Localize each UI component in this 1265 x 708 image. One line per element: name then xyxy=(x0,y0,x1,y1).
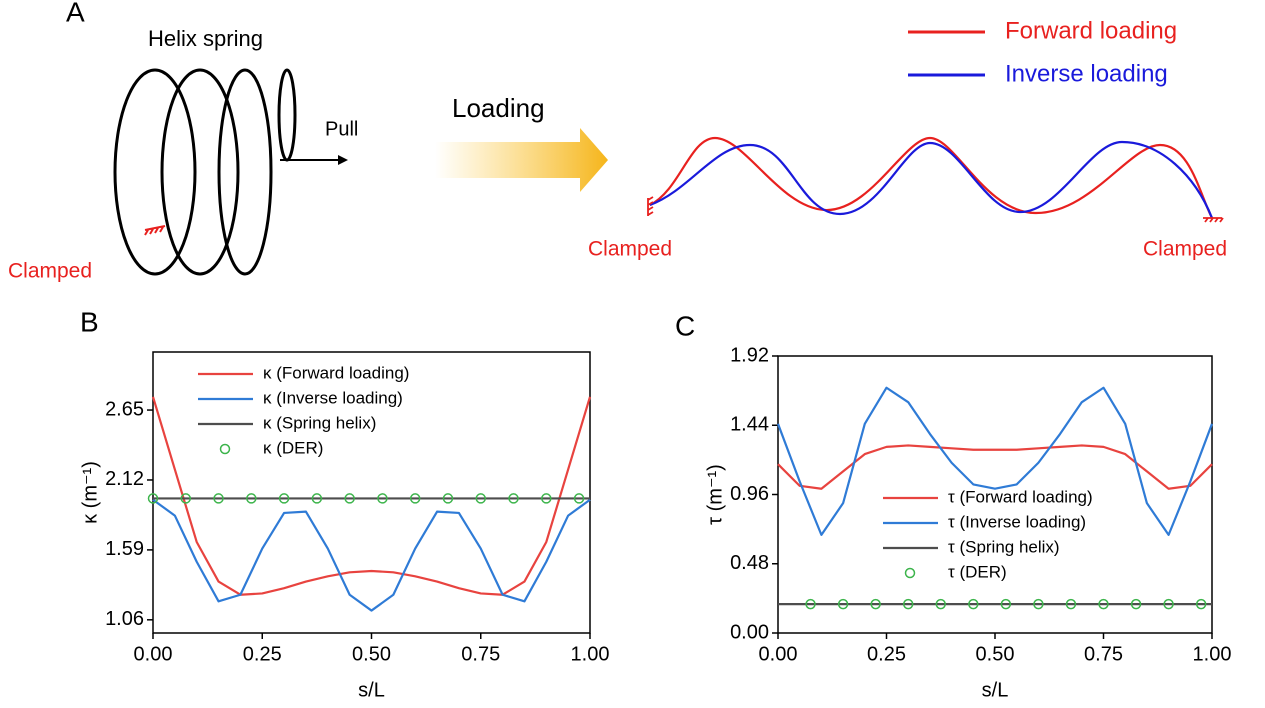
legend-label: κ (Spring helix) xyxy=(263,413,376,432)
y-tick-label: 0.96 xyxy=(730,483,769,505)
clamped-label: Clamped xyxy=(588,238,672,261)
x-tick-label: 0.00 xyxy=(134,643,173,665)
y-tick-label: 1.06 xyxy=(105,608,144,630)
data-line xyxy=(776,386,1214,536)
clamped-label: Clamped xyxy=(1143,238,1227,261)
legend-label: τ (Spring helix) xyxy=(948,537,1060,556)
x-axis-label: s/L xyxy=(982,679,1009,701)
data-point xyxy=(1195,598,1207,610)
x-tick-label: 0.25 xyxy=(867,643,906,665)
panel-label: B xyxy=(80,306,99,337)
data-point xyxy=(442,493,454,504)
data-point xyxy=(1163,598,1174,610)
panel-label: A xyxy=(66,0,85,27)
data-point xyxy=(968,598,979,610)
x-tick-label: 1.00 xyxy=(571,643,610,665)
data-point xyxy=(180,493,192,504)
helix-title: Helix spring xyxy=(148,26,263,51)
y-axis-label: τ (m⁻¹) xyxy=(704,464,726,525)
data-line xyxy=(152,498,591,612)
pull-label: Pull xyxy=(325,118,358,140)
data-point xyxy=(805,598,816,610)
y-tick-label: 2.65 xyxy=(105,398,144,420)
legend-marker xyxy=(219,443,231,455)
data-point xyxy=(902,598,914,610)
data-point xyxy=(409,493,421,504)
y-tick-label: 0.48 xyxy=(730,552,769,574)
data-point xyxy=(1000,598,1012,610)
data-point xyxy=(1098,598,1109,610)
loading-label: Loading xyxy=(452,93,545,123)
y-tick-label: 2.12 xyxy=(105,468,144,490)
x-tick-label: 0.75 xyxy=(1084,643,1123,665)
loading-arrow xyxy=(435,128,608,192)
x-tick-label: 0.25 xyxy=(243,643,282,665)
y-tick-label: 1.59 xyxy=(105,538,144,560)
data-point xyxy=(377,493,388,504)
data-line xyxy=(777,444,1213,490)
legend-label: Inverse loading xyxy=(1005,60,1168,87)
data-point xyxy=(508,493,519,504)
y-tick-label: 1.92 xyxy=(730,344,769,366)
data-point xyxy=(541,493,552,504)
clamp-icon xyxy=(1203,217,1224,223)
y-tick-label: 0.00 xyxy=(730,621,769,643)
data-point xyxy=(1033,598,1044,610)
y-axis-label: κ (m⁻¹) xyxy=(79,461,101,524)
helix xyxy=(113,68,297,276)
legend-label: κ (Inverse loading) xyxy=(263,388,403,407)
data-line xyxy=(151,396,592,596)
x-tick-label: 0.50 xyxy=(976,643,1015,665)
legend-label: κ (DER) xyxy=(263,438,323,457)
data-point xyxy=(1065,598,1077,610)
panel-label: C xyxy=(675,310,695,341)
data-point xyxy=(246,493,257,504)
pull-arrow-head xyxy=(338,155,348,165)
data-point xyxy=(935,598,946,610)
data-point xyxy=(870,598,881,610)
data-point xyxy=(1130,598,1142,610)
x-tick-label: 0.00 xyxy=(759,643,798,665)
y-tick-label: 1.44 xyxy=(730,414,769,436)
data-point xyxy=(147,493,159,504)
x-tick-label: 0.50 xyxy=(352,643,391,665)
data-point xyxy=(311,493,323,504)
inverse-curve xyxy=(649,140,1214,219)
legend-marker xyxy=(904,567,916,579)
data-point xyxy=(344,493,355,504)
forward-curve xyxy=(649,136,1213,219)
clamped-label: Clamped xyxy=(8,260,92,283)
data-point xyxy=(475,493,486,504)
legend-label: τ (DER) xyxy=(948,562,1007,581)
clamp-icon xyxy=(144,225,166,236)
legend-label: Forward loading xyxy=(1005,17,1177,44)
data-point xyxy=(837,598,849,610)
legend-label: τ (Inverse loading) xyxy=(948,512,1086,531)
data-point xyxy=(573,493,585,504)
data-point xyxy=(278,493,290,504)
x-tick-label: 0.75 xyxy=(461,643,500,665)
x-axis-label: s/L xyxy=(358,679,385,701)
x-tick-label: 1.00 xyxy=(1193,643,1232,665)
legend-label: τ (Forward loading) xyxy=(948,487,1093,506)
clamp-icon xyxy=(647,196,654,216)
data-point xyxy=(213,493,224,504)
legend-label: κ (Forward loading) xyxy=(263,363,409,382)
